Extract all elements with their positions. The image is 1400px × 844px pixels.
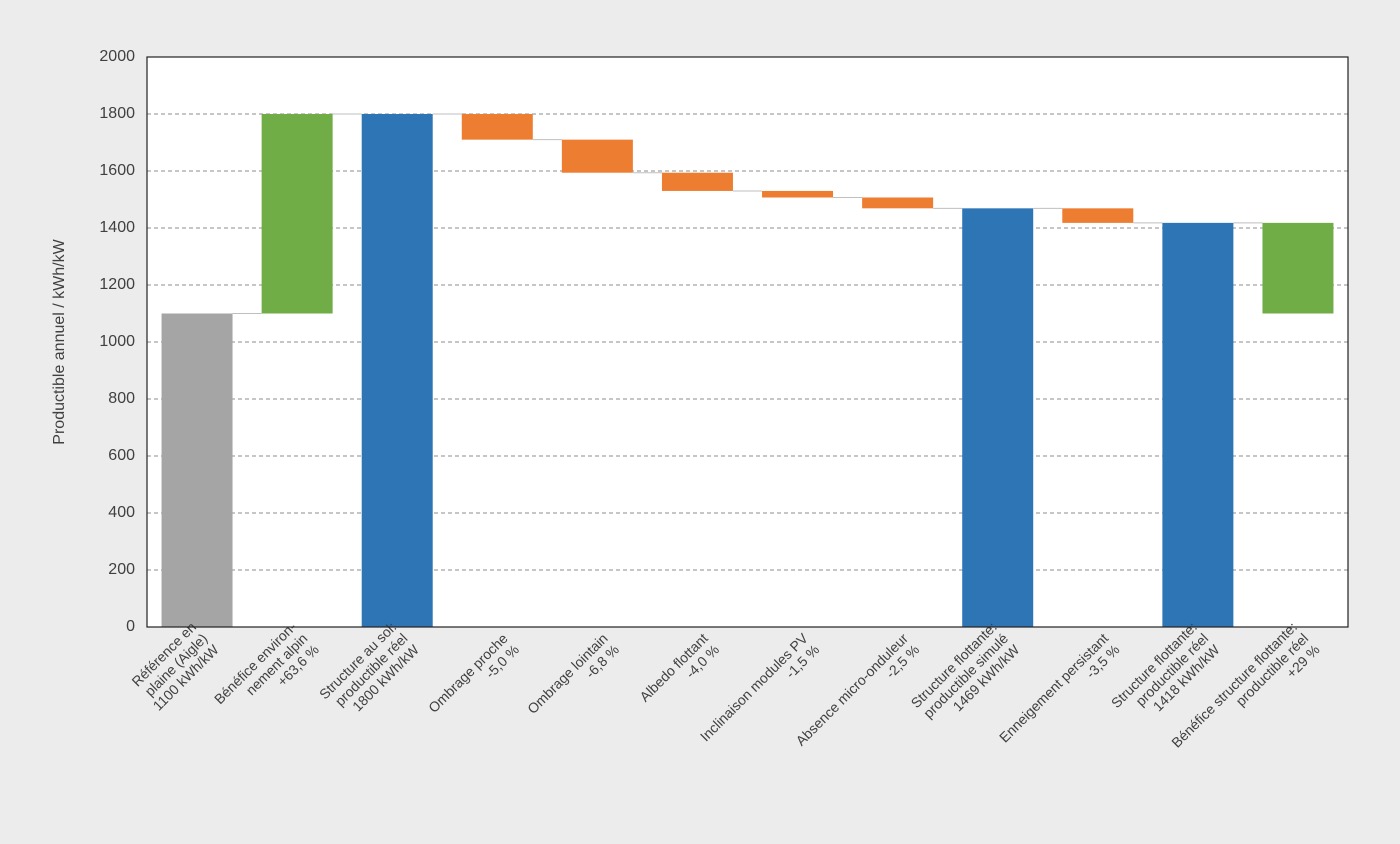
bar [161, 313, 233, 627]
y-tick-label: 1400 [99, 219, 135, 236]
y-tick-label: 1000 [99, 333, 135, 350]
y-tick-label: 0 [126, 618, 135, 635]
plot-border [146, 56, 1349, 628]
y-tick-label: 1800 [99, 105, 135, 122]
bar [762, 190, 834, 198]
x-tick-label: Albedo flottant-4,0 % [636, 630, 722, 705]
y-tick-label: 1600 [99, 162, 135, 179]
x-tick-label: Ombrage proche-5,0 % [425, 630, 522, 716]
bar [1062, 208, 1134, 223]
bar [361, 114, 433, 627]
y-tick-label: 600 [108, 447, 135, 464]
x-tick-label: Bénéfice environ-nement alpin+63,6 % [211, 619, 322, 708]
x-tick-label: Ombrage lointain-6,8 % [524, 630, 622, 717]
y-tick-label: 200 [108, 561, 135, 578]
bar [862, 197, 934, 209]
y-axis-label: Productible annuel / kWh/kW [51, 238, 68, 444]
bar [461, 114, 533, 140]
bar [661, 172, 733, 191]
y-tick-label: 1200 [99, 276, 135, 293]
bar [962, 208, 1034, 627]
bar [1262, 222, 1334, 314]
y-tick-label: 2000 [99, 48, 135, 65]
bar [561, 139, 633, 173]
bar [1162, 222, 1234, 627]
plot-area [147, 57, 1348, 627]
x-tick-label: Structure flottante:productible simulé14… [908, 619, 1023, 721]
y-tick-label: 400 [108, 504, 135, 521]
bar [261, 114, 333, 314]
y-tick-label: 800 [108, 390, 135, 407]
